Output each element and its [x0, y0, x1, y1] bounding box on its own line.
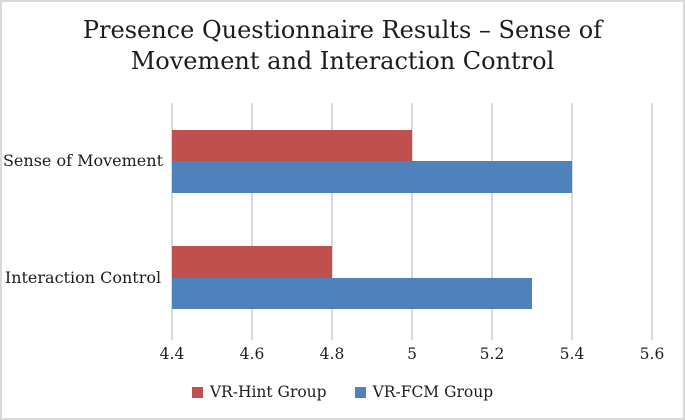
x-tick-label: 5.6: [639, 345, 665, 363]
chart-title-text: Presence Questionnaire Results – Sense o…: [82, 16, 603, 75]
gridline: [411, 103, 413, 340]
gridline: [251, 103, 253, 340]
x-tick-label: 5.4: [559, 345, 585, 363]
gridline: [651, 103, 653, 340]
gridline: [491, 103, 493, 340]
chart-title: Presence Questionnaire Results – Sense o…: [2, 15, 683, 77]
legend: VR-Hint Group VR-FCM Group: [2, 383, 683, 401]
bar-interaction-control-vr-fcm-group: [172, 277, 532, 310]
bar-sense-of-movement-vr-fcm-group: [172, 161, 572, 193]
x-tick-label: 5: [407, 345, 417, 363]
x-tick-label: 4.4: [159, 345, 185, 363]
category-label-interaction-control: Interaction Control: [4, 267, 162, 287]
legend-item-vr-hint-group: VR-Hint Group: [191, 383, 327, 401]
legend-label: VR-Hint Group: [209, 383, 327, 401]
gridline: [171, 103, 173, 340]
x-tick-label: 4.6: [239, 345, 265, 363]
bar-interaction-control-vr-hint-group: [172, 246, 332, 278]
legend-label: VR-FCM Group: [372, 383, 494, 401]
plot-area: [171, 103, 653, 340]
x-tick-label: 4.8: [319, 345, 345, 363]
legend-swatch-icon: [354, 386, 366, 398]
bar-sense-of-movement-vr-hint-group: [172, 129, 412, 162]
legend-swatch-icon: [191, 386, 203, 398]
category-label-sense-of-movement: Sense of Movement: [2, 151, 164, 171]
gridline: [571, 103, 573, 340]
legend-item-vr-fcm-group: VR-FCM Group: [354, 383, 494, 401]
x-tick-label: 5.2: [479, 345, 505, 363]
gridline: [331, 103, 333, 340]
